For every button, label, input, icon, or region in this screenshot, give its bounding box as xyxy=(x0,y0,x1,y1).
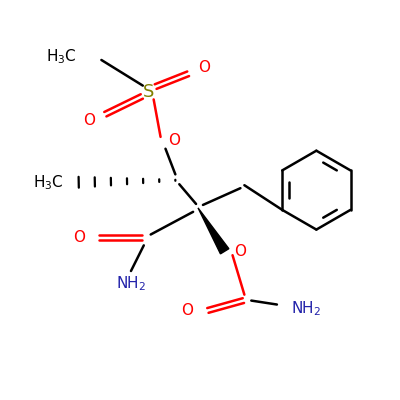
Text: O: O xyxy=(73,230,85,245)
Text: NH$_2$: NH$_2$ xyxy=(291,299,321,318)
Text: H$_3$C: H$_3$C xyxy=(46,48,77,66)
Text: NH$_2$: NH$_2$ xyxy=(116,274,146,293)
Text: O: O xyxy=(234,244,246,259)
Text: O: O xyxy=(181,303,193,318)
Text: O: O xyxy=(84,113,96,128)
Text: O: O xyxy=(168,133,180,148)
Text: S: S xyxy=(143,82,154,100)
Text: H$_3$C: H$_3$C xyxy=(33,173,64,192)
Text: O: O xyxy=(198,60,210,75)
Polygon shape xyxy=(198,208,229,254)
